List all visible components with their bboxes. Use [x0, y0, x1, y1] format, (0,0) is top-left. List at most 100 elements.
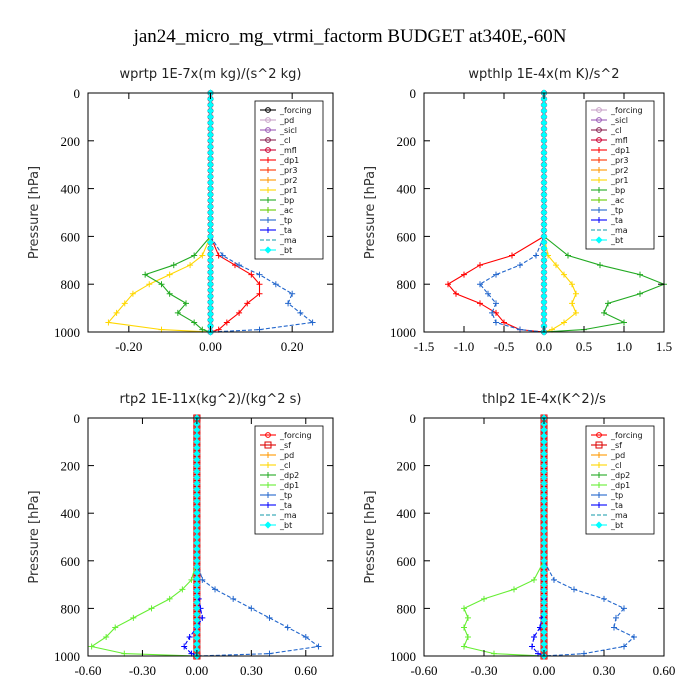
y-tick-label: 400 [397, 506, 417, 521]
point-marker-bt [540, 575, 548, 583]
y-tick-label: 0 [74, 411, 81, 426]
point-marker-bt [193, 539, 201, 547]
point-marker-bt [540, 539, 548, 547]
x-tick-label: -1.0 [454, 339, 475, 354]
point-marker-dp1 [511, 586, 517, 593]
point-marker-tp [212, 586, 219, 593]
point-marker-bt [206, 173, 215, 181]
point-marker-dp1 [461, 643, 467, 650]
legend-entry: _ta [610, 501, 623, 510]
legend-entry: _cl [610, 461, 622, 470]
legend-entry: _dp1 [279, 156, 299, 165]
x-tick-label: -0.60 [410, 663, 437, 678]
point-marker-bt [193, 634, 201, 642]
y-tick-label: 800 [397, 277, 417, 292]
point-marker-pr1 [146, 281, 153, 288]
point-marker-bt [206, 292, 215, 300]
y-tick-label: 400 [61, 506, 81, 521]
point-marker-dp1 [256, 290, 263, 297]
series-line-dp1 [447, 93, 545, 333]
point-marker-bp [174, 309, 181, 316]
legend-entry: _pr1 [610, 176, 628, 185]
panel-title: wprtp 1E-7x(m kg)/(s^2 kg) [120, 67, 302, 82]
point-marker-tp [611, 624, 617, 631]
point-marker-bt [540, 450, 548, 458]
point-marker-bt [540, 438, 548, 446]
point-marker-bt [540, 155, 548, 163]
chart-panel-3: rtp2 1E-11x(kg^2)/(kg^2 s) Pressure [hPa]… [27, 392, 334, 678]
point-marker-pr1 [573, 309, 579, 316]
point-marker-tp [621, 643, 627, 650]
point-marker-bp [142, 271, 149, 278]
point-marker-bt [540, 208, 548, 217]
point-marker-bp [601, 309, 607, 316]
point-marker-tp [199, 576, 206, 583]
y-tick-label: 1000 [390, 649, 416, 664]
point-marker-bt [193, 444, 201, 452]
point-marker-tp [493, 300, 499, 307]
point-marker-bt [540, 137, 548, 145]
point-marker-bt [206, 196, 215, 205]
point-marker-bp [158, 281, 165, 288]
point-marker-bt [206, 256, 215, 264]
legend-marker [265, 217, 271, 223]
legend-entry: _dp1 [279, 481, 299, 490]
point-marker-tp [302, 633, 309, 640]
legend-marker [596, 482, 602, 488]
x-tick-label: -0.60 [74, 663, 101, 678]
point-marker-bt [540, 268, 548, 276]
x-tick-label: 0.60 [294, 663, 317, 678]
point-marker-bt [540, 515, 548, 523]
y-tick-label: 200 [397, 134, 417, 149]
point-marker-bt [206, 119, 215, 127]
point-marker-pr1 [166, 271, 173, 278]
point-marker-bt [193, 557, 201, 565]
y-tick-label: 800 [61, 601, 81, 616]
legend: _forcing_pd_sicl_cl_mfl_dp1_pr3_pr2_pr1_… [254, 100, 324, 260]
point-marker-tp [284, 624, 291, 631]
point-marker-bt [540, 467, 548, 476]
point-marker-tp [309, 319, 316, 326]
point-marker-bt [206, 137, 215, 145]
point-marker-bt [193, 426, 201, 434]
point-marker-bt [193, 473, 201, 482]
legend-entry: _cl [610, 126, 622, 135]
legend-marker [265, 107, 271, 113]
point-marker-tp [631, 633, 637, 640]
point-marker-bt [206, 316, 215, 324]
point-marker-bp [621, 319, 627, 326]
point-marker-bt [540, 274, 548, 282]
legend-marker [264, 441, 272, 449]
point-marker-dp1 [148, 605, 155, 612]
y-tick-label: 200 [61, 134, 81, 149]
series-line-dp1 [463, 418, 545, 657]
panel-title: wpthlp 1E-4x(m K)/s^2 [468, 67, 619, 82]
point-marker-bt [193, 485, 201, 493]
legend-marker [265, 502, 271, 508]
legend-entry: _pr2 [610, 166, 628, 175]
point-marker-tp [219, 252, 226, 259]
legend-marker [596, 217, 602, 223]
point-marker-bt [540, 298, 548, 306]
point-marker-ta [199, 614, 206, 621]
point-marker-bt [540, 503, 548, 511]
point-marker-bt [540, 119, 548, 127]
point-marker-pr1 [569, 281, 575, 288]
legend-box [585, 425, 655, 535]
point-marker-bt [206, 101, 215, 109]
y-tick-label: 800 [397, 601, 417, 616]
point-marker-bt [193, 551, 201, 559]
point-marker-tp [230, 595, 237, 602]
point-marker-bt [540, 179, 548, 187]
point-marker-tp [621, 605, 627, 612]
point-marker-bt [540, 131, 548, 139]
x-tick-label: -0.30 [129, 663, 156, 678]
point-marker-bt [206, 310, 215, 318]
point-marker-bt [193, 462, 201, 470]
point-marker-tp [613, 614, 619, 621]
legend-entry: _cl [279, 136, 291, 145]
legend: _forcing_sicl_cl_mfl_dp1_pr3_pr2_pr1_bp_… [585, 100, 655, 250]
point-marker-tp [493, 271, 499, 278]
point-marker-pr1 [553, 262, 559, 269]
